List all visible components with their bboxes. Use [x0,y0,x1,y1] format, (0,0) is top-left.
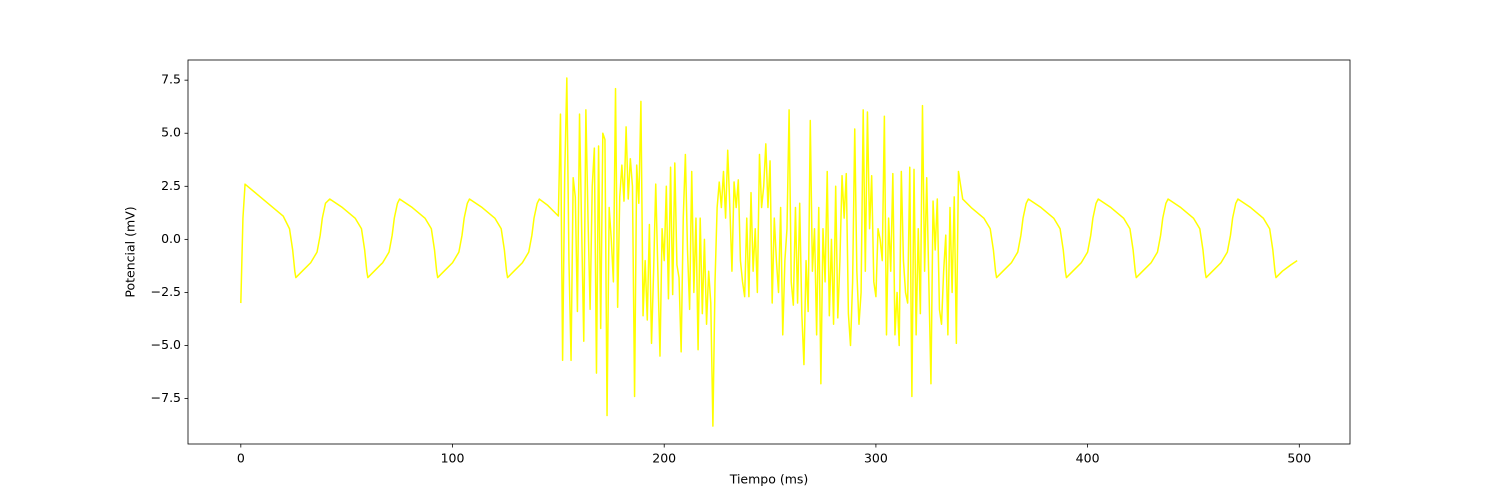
x-tick-label: 300 [864,451,888,466]
y-tick-label: −5.0 [151,337,181,352]
x-tick-label: 0 [237,451,245,466]
plot-frame [187,59,1351,445]
y-tick-label: 7.5 [161,72,181,87]
y-tick-label: −7.5 [151,390,181,405]
x-tick-label: 200 [652,451,676,466]
y-axis-label: Potencial (mV) [123,206,138,297]
x-tick-label: 100 [441,451,465,466]
x-tick-label: 500 [1287,451,1311,466]
y-tick-label: 2.5 [161,178,181,193]
y-tick-label: −2.5 [151,284,181,299]
x-tick-label: 400 [1076,451,1100,466]
data-line [240,77,1298,427]
y-tick-label: 0.0 [161,231,181,246]
y-tick-label: 5.0 [161,125,181,140]
x-axis-label: Tiempo (ms) [729,472,809,487]
